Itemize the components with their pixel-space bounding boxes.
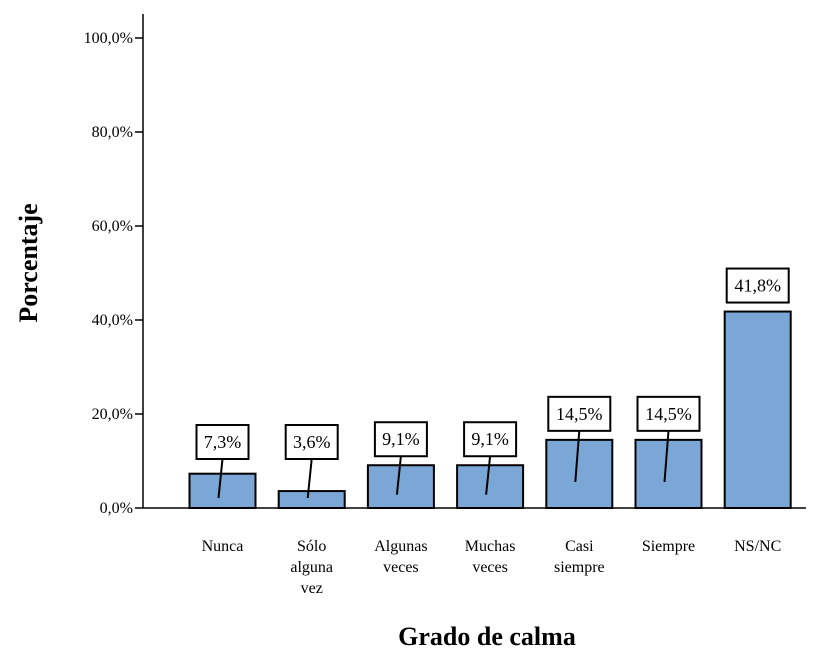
data-label-box	[636, 395, 701, 432]
bar	[545, 438, 614, 510]
data-label: 3,6%	[293, 432, 331, 452]
x-tick-label: Muchas veces	[465, 538, 516, 576]
data-label: 14,5%	[645, 404, 692, 424]
data-label: 7,3%	[204, 432, 242, 452]
data-label: 14,5%	[556, 404, 603, 424]
data-label-box	[547, 395, 612, 432]
x-tick-label-line: veces	[472, 559, 508, 576]
bars	[188, 310, 792, 510]
y-axis-title: Porcentaje	[14, 203, 43, 322]
x-tick-label: Nunca	[202, 538, 244, 555]
data-label-box	[725, 267, 790, 304]
x-tick-label: NS/NC	[734, 538, 781, 555]
x-tick-label: Algunas veces	[374, 538, 427, 576]
x-tick-label-line: Muchas	[465, 538, 516, 555]
x-tick-label-line: veces	[383, 559, 419, 576]
bar	[723, 310, 792, 510]
data-label-box	[284, 424, 339, 460]
data-label: 41,8%	[734, 276, 781, 296]
x-tick-label-line: siempre	[554, 559, 605, 576]
y-tick-label: 20,0%	[92, 406, 133, 423]
x-tick-label-line: Casi	[565, 538, 594, 555]
category-labels: Nunca Sólo alguna vez Algunas veces Muchas vece…	[202, 538, 782, 597]
x-tick-label-line: Algunas	[374, 538, 427, 555]
y-tick-label: 60,0%	[92, 218, 133, 235]
data-label-leader	[395, 456, 402, 495]
data-label-box	[463, 421, 518, 458]
data-label: 9,1%	[382, 429, 420, 449]
bar	[634, 438, 703, 510]
data-label-leader	[485, 456, 492, 495]
y-tick-label: 80,0%	[92, 124, 133, 141]
x-tick-label: Sólo alguna vez	[290, 538, 333, 597]
x-axis-title: Grado de calma	[398, 622, 576, 651]
x-tick-label: Casi siempre	[554, 538, 605, 576]
x-tick-label-line: vez	[301, 580, 323, 597]
bar	[366, 464, 435, 510]
y-tick-label: 40,0%	[92, 312, 133, 329]
x-tick-label-line: NS/NC	[734, 538, 781, 555]
x-tick-label-line: alguna	[290, 559, 333, 576]
data-label-leader	[663, 430, 670, 483]
x-tick-label: Siempre	[642, 538, 695, 555]
data-label-box	[195, 424, 250, 460]
x-tick-label-line: Sólo	[297, 538, 326, 555]
data-label: 9,1%	[471, 429, 509, 449]
data-label-leader	[574, 430, 581, 483]
bar	[456, 464, 525, 510]
data-label-leader	[306, 458, 313, 499]
bar	[188, 472, 257, 510]
bar	[277, 490, 346, 509]
x-tick-label-line: Siempre	[642, 538, 695, 555]
y-tick-label: 100,0%	[84, 30, 133, 47]
y-tick-label: 0,0%	[100, 500, 133, 517]
data-labels: 7,3% 3,6% 9,1% 9,1% 14,5% 14,5% 41,8%	[195, 267, 790, 499]
x-tick-label-line: Nunca	[202, 538, 244, 555]
data-label-leader	[217, 458, 224, 499]
data-label-box	[373, 421, 428, 458]
